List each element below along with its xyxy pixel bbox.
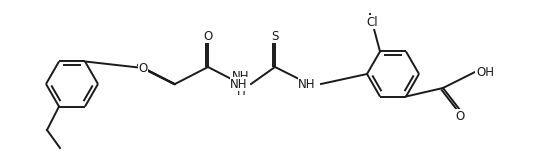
- Text: O: O: [138, 61, 147, 75]
- Text: O: O: [203, 30, 212, 43]
- Text: NH: NH: [230, 77, 248, 91]
- Text: O: O: [455, 109, 464, 122]
- Text: S: S: [272, 30, 279, 43]
- Text: NH: NH: [298, 77, 316, 91]
- Text: Cl: Cl: [366, 16, 378, 28]
- Text: NH
H: NH H: [233, 70, 250, 98]
- Text: OH: OH: [476, 65, 494, 79]
